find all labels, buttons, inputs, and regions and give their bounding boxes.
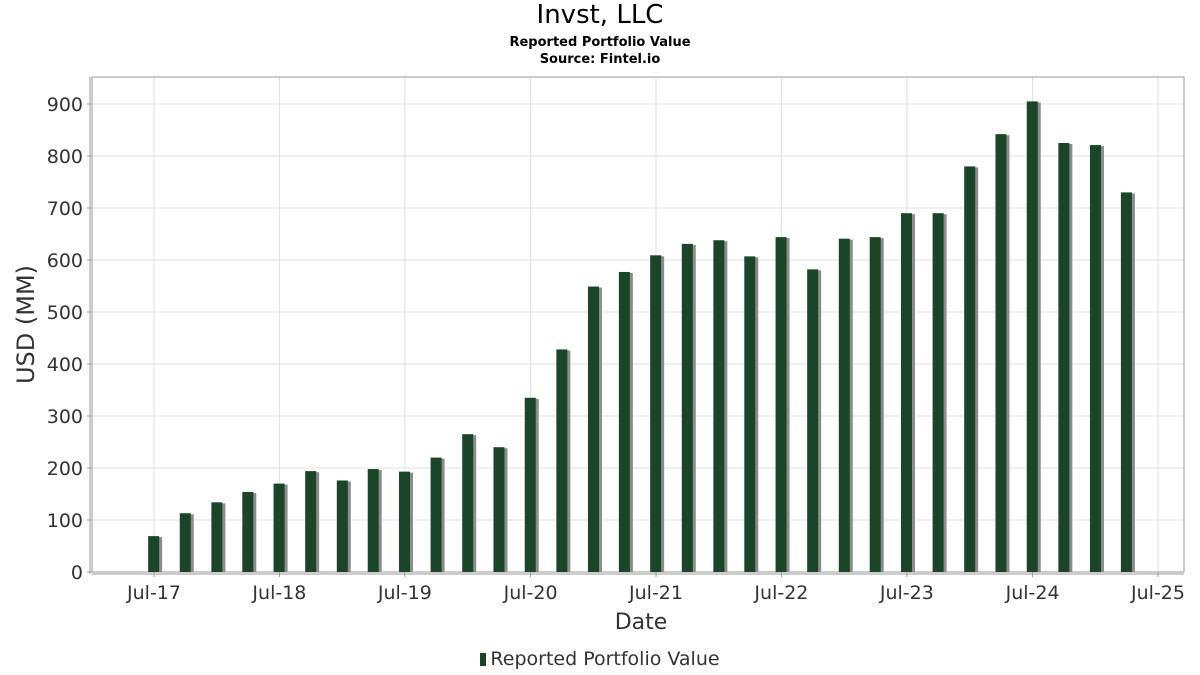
x-tick-label: Jul-21 (628, 582, 683, 604)
bar (398, 471, 410, 572)
bar (1120, 192, 1132, 572)
bar (556, 349, 568, 572)
y-tick-label: 300 (47, 406, 83, 428)
y-tick-label: 400 (47, 354, 83, 376)
bar (744, 256, 756, 572)
y-tick-label: 800 (47, 146, 83, 168)
bar (650, 255, 662, 572)
bar (305, 471, 317, 572)
x-tick-label: Jul-23 (879, 582, 934, 604)
y-tick-label: 500 (47, 302, 83, 324)
bar (869, 237, 881, 572)
bar (807, 269, 819, 572)
bar (932, 213, 944, 572)
bar (587, 286, 599, 572)
y-tick-label: 600 (47, 250, 83, 272)
bar (900, 213, 912, 572)
bar (995, 134, 1007, 572)
bar (713, 240, 725, 573)
plot-frame (91, 76, 1185, 573)
x-tick-label: Jul-25 (1130, 582, 1185, 604)
y-tick-label: 0 (71, 562, 83, 584)
x-tick-label: Jul-17 (126, 582, 181, 604)
bar (211, 502, 223, 572)
x-axis-title: Date (615, 610, 668, 635)
bar (179, 513, 191, 572)
bar (462, 434, 474, 572)
bar (524, 397, 536, 572)
legend: Reported Portfolio Value (0, 648, 1200, 670)
x-tick-label: Jul-18 (251, 582, 306, 604)
x-tick-label: Jul-22 (753, 582, 808, 604)
bar (964, 166, 976, 572)
legend-swatch (480, 653, 487, 666)
bar (1058, 143, 1070, 572)
bar (493, 447, 505, 572)
bar (618, 271, 630, 572)
y-tick-label: 100 (47, 510, 83, 532)
bar (273, 483, 285, 572)
legend-label: Reported Portfolio Value (490, 648, 720, 670)
bar (1089, 145, 1101, 572)
x-tick-label: Jul-24 (1005, 582, 1060, 604)
y-tick-label: 700 (47, 198, 83, 220)
chart-subtitle: Reported Portfolio Value (509, 35, 691, 50)
bar (775, 237, 787, 572)
bar (1026, 101, 1038, 573)
y-tick-label: 900 (47, 94, 83, 116)
bar (838, 238, 850, 572)
x-tick-label: Jul-20 (503, 582, 558, 604)
x-tick-label: Jul-19 (377, 582, 432, 604)
y-axis-title: USD (MM) (12, 265, 40, 384)
chart-title: Invst, LLC (536, 0, 664, 30)
bar (242, 491, 254, 572)
bar (336, 480, 348, 572)
bar (148, 536, 160, 572)
chart-source: Source: Fintel.io (539, 52, 661, 67)
y-tick-label: 200 (47, 458, 83, 480)
bar (681, 243, 693, 572)
bar (367, 469, 379, 572)
bar (430, 457, 442, 572)
